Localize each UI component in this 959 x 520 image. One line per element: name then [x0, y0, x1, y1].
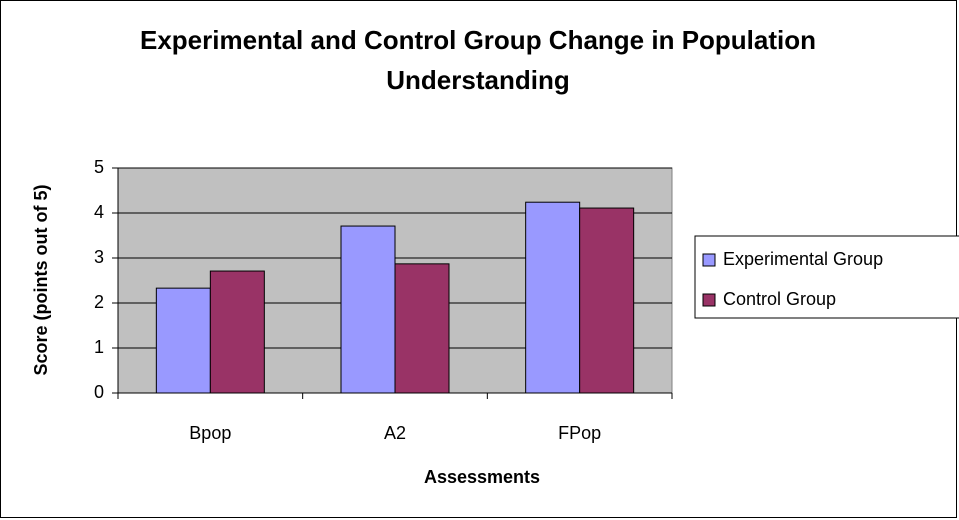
legend-label: Experimental Group — [723, 249, 883, 269]
y-axis-label: Score (points out of 5) — [31, 184, 51, 375]
legend-label: Control Group — [723, 289, 836, 309]
x-tick-label: FPop — [558, 423, 601, 443]
x-axis-label: Assessments — [424, 467, 540, 487]
y-tick-label: 0 — [94, 382, 104, 402]
y-tick-label: 5 — [94, 157, 104, 177]
y-tick-label: 1 — [94, 337, 104, 357]
chart-title: Experimental and Control Group Change in… — [139, 25, 817, 95]
bar — [340, 225, 396, 394]
y-tick-label: 4 — [94, 202, 104, 222]
x-tick-label: Bpop — [189, 423, 231, 443]
bar — [525, 201, 581, 394]
legend-swatch — [702, 253, 716, 267]
bar — [209, 270, 265, 394]
y-tick-label: 3 — [94, 247, 104, 267]
bar — [579, 207, 635, 394]
legend-box — [694, 235, 959, 319]
x-tick-label: A2 — [384, 423, 406, 443]
bar — [155, 287, 211, 394]
y-tick-label: 2 — [94, 292, 104, 312]
legend-swatch — [702, 293, 716, 307]
bar — [394, 263, 450, 394]
